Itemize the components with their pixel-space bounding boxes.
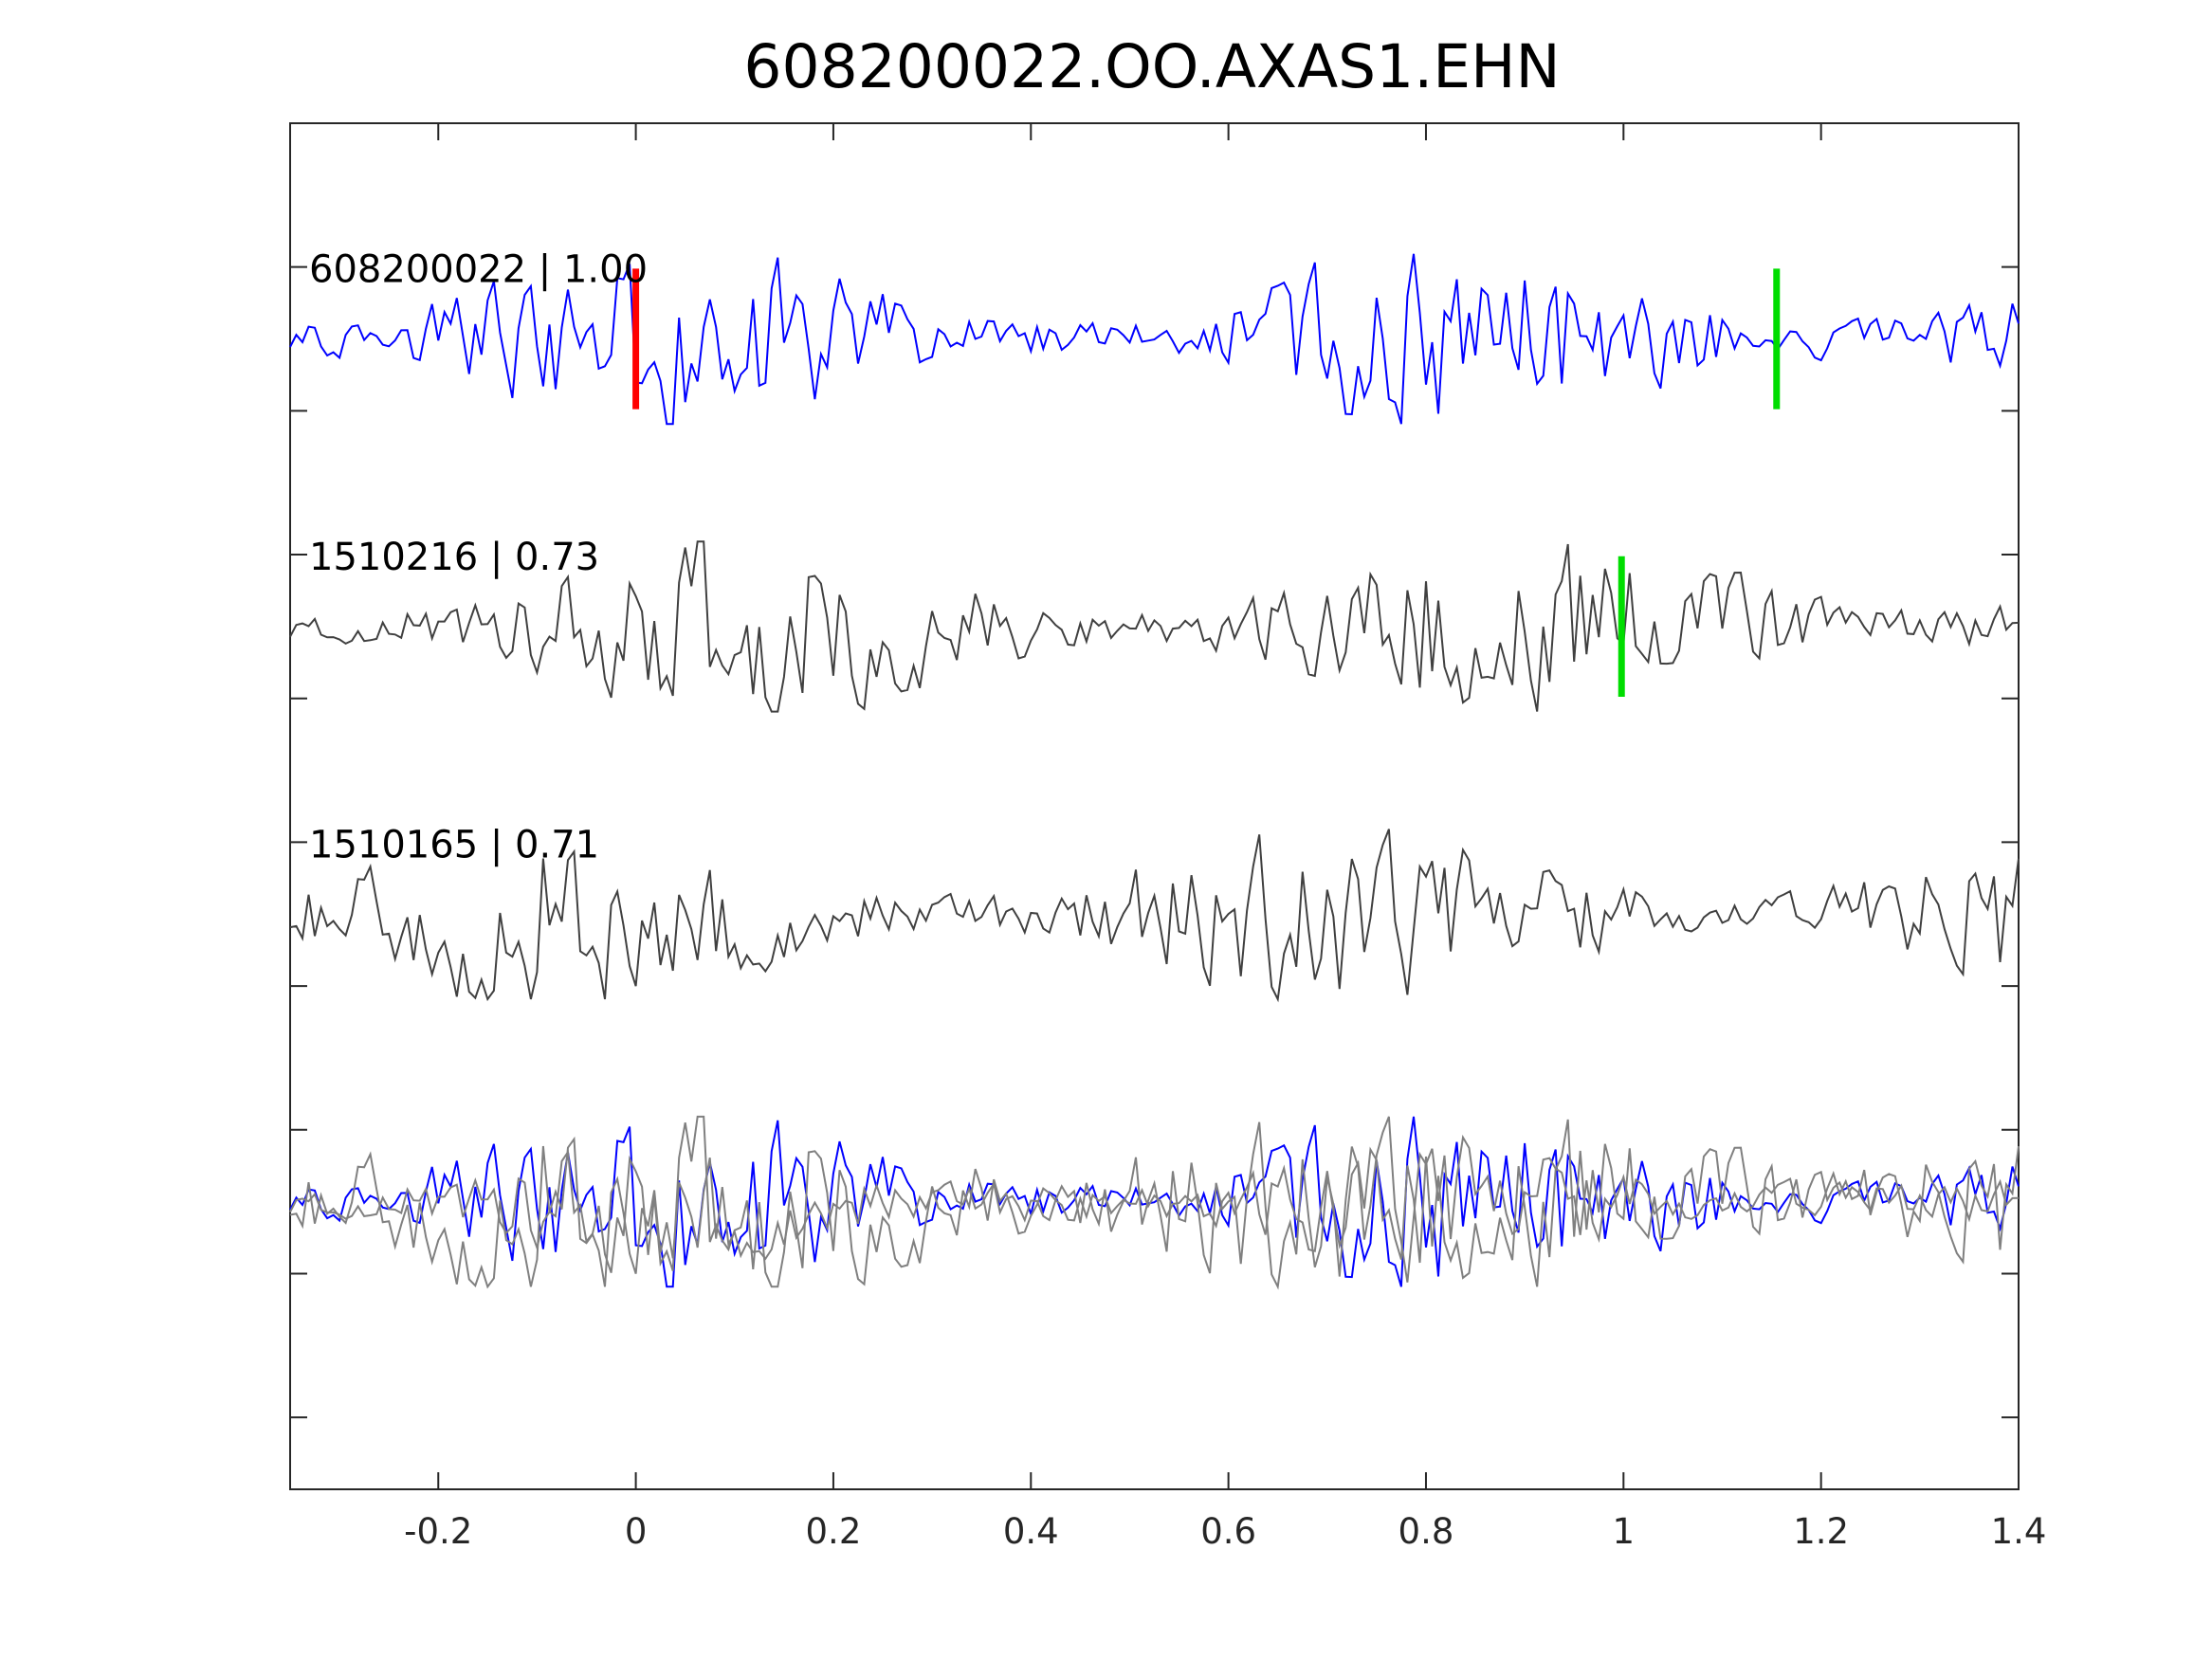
trace-label-1510216: 1510216 | 0.73 [309, 536, 599, 579]
x-tick-label: 1 [1613, 1511, 1636, 1552]
x-tick-label: 0.2 [806, 1511, 862, 1552]
trace-labels: 608200022 | 1.00 1510216 | 0.73 1510165 | … [309, 248, 648, 867]
x-tick-label: 1.4 [1991, 1511, 2047, 1552]
trace-608200022 [289, 253, 2020, 426]
overlay-trace-1510165 [289, 1116, 2020, 1290]
x-tick-label: 1.2 [1793, 1511, 1849, 1552]
pick-markers [632, 268, 1781, 697]
x-tick-label: 0.4 [1003, 1511, 1059, 1552]
x-tick-label: 0.8 [1398, 1511, 1454, 1552]
x-tick-label: 0 [625, 1511, 648, 1552]
x-tick-label: -0.2 [404, 1511, 472, 1552]
axis-ticks [290, 123, 2020, 1489]
x-tick-label: 0.6 [1200, 1511, 1256, 1552]
x-tick-labels: -0.2 0 0.2 0.4 0.6 0.8 1 1.2 1.4 [404, 1511, 2046, 1552]
trace-label-1510165: 1510165 | 0.71 [309, 823, 599, 866]
trace-1510216 [289, 540, 2020, 713]
chart-title: 608200022.OO.AXAS1.EHN [743, 32, 1560, 101]
trace-group [289, 253, 2020, 1290]
overlay-trace-608200022 [289, 1116, 2020, 1288]
trace-label-608200022: 608200022 | 1.00 [309, 248, 648, 292]
trace-1510165 [289, 829, 2020, 1003]
plot-area-frame [289, 122, 2020, 1490]
